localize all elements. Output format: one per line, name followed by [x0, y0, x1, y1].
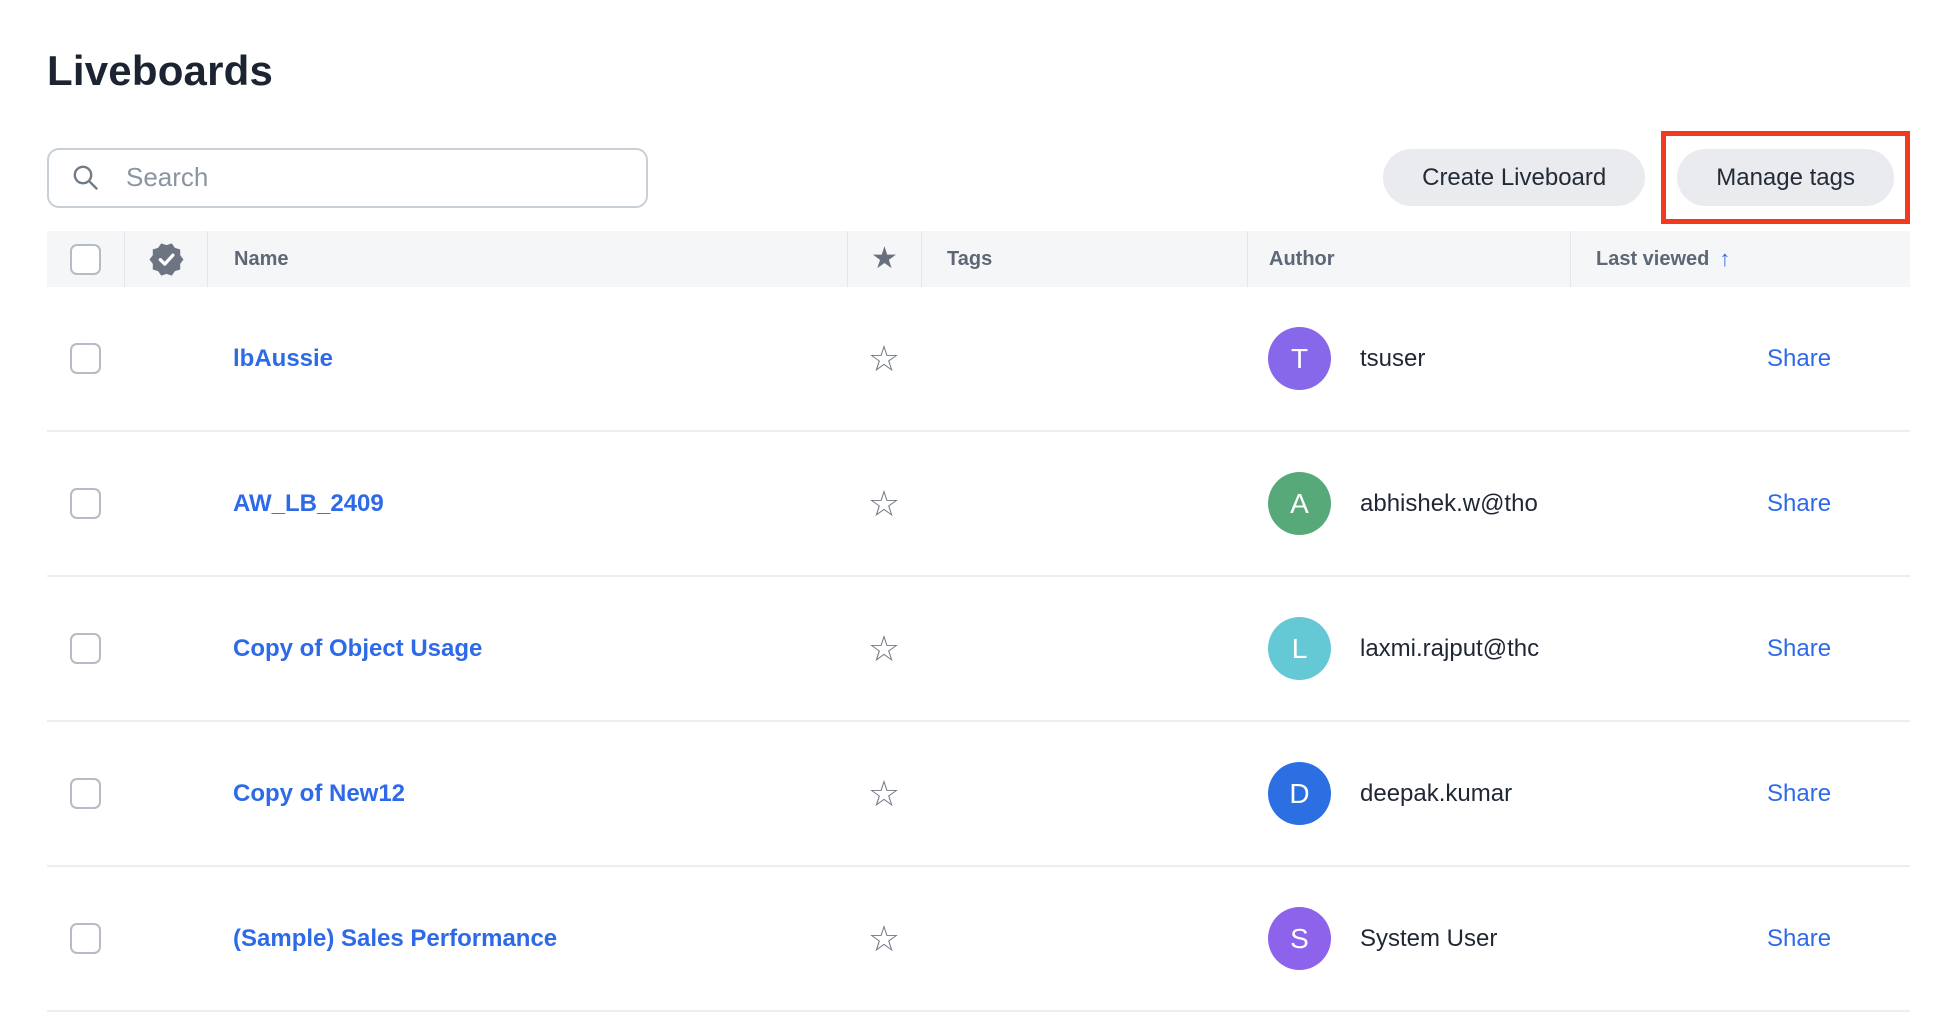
author-avatar: T: [1268, 327, 1331, 390]
row-author-cell: D deepak.kumar: [1247, 762, 1570, 825]
row-name-cell: (Sample) Sales Performance: [207, 925, 847, 953]
author-avatar: D: [1268, 762, 1331, 825]
row-favorite-cell: ☆: [847, 917, 921, 959]
row-last-viewed-cell: Share: [1570, 345, 1910, 373]
row-checkbox[interactable]: [70, 633, 101, 664]
liveboard-name-link[interactable]: AW_LB_2409: [233, 489, 384, 517]
row-last-viewed-cell: Share: [1570, 635, 1910, 663]
favorite-star-icon[interactable]: ☆: [867, 627, 901, 669]
row-name-cell: Copy of New12: [207, 780, 847, 808]
header-name-label: Name: [234, 247, 289, 270]
favorite-star-icon[interactable]: ☆: [867, 337, 901, 379]
toolbar: Create Liveboard Manage tags: [47, 131, 1910, 224]
select-all-checkbox[interactable]: [70, 243, 101, 275]
share-link[interactable]: Share: [1767, 924, 1832, 952]
author-avatar: S: [1268, 907, 1331, 970]
share-link[interactable]: Share: [1767, 779, 1832, 807]
row-name-cell: AW_LB_2409: [207, 490, 847, 518]
header-verified-cell: [124, 231, 207, 287]
row-checkbox[interactable]: [70, 923, 101, 954]
create-liveboard-button[interactable]: Create Liveboard: [1383, 149, 1646, 206]
table-row: lbAussie ☆ T tsuser Share: [47, 287, 1910, 432]
author-name: tsuser: [1360, 344, 1426, 372]
author-avatar: A: [1268, 472, 1331, 535]
row-last-viewed-cell: Share: [1570, 780, 1910, 808]
row-checkbox-cell: [47, 778, 124, 809]
table-row: Copy of Object Usage ☆ L laxmi.rajput@th…: [47, 577, 1910, 722]
share-link[interactable]: Share: [1767, 634, 1832, 662]
share-link[interactable]: Share: [1767, 489, 1832, 517]
row-checkbox[interactable]: [70, 343, 101, 374]
favorite-star-icon[interactable]: ☆: [867, 772, 901, 814]
search-input[interactable]: [126, 162, 626, 193]
favorite-column-icon: ★: [871, 242, 898, 275]
page-title: Liveboards: [47, 47, 274, 94]
favorite-star-icon[interactable]: ☆: [867, 917, 901, 959]
row-checkbox[interactable]: [70, 488, 101, 519]
row-checkbox-cell: [47, 923, 124, 954]
sort-ascending-icon: ↑: [1719, 246, 1731, 271]
author-name: abhishek.w@tho: [1360, 489, 1538, 517]
header-select-all-cell: [47, 231, 124, 287]
liveboards-table: Name ★ Tags Author Last viewed ↑ lbAussi…: [47, 231, 1910, 1012]
verified-badge-icon: [149, 242, 184, 277]
row-favorite-cell: ☆: [847, 482, 921, 524]
search-box[interactable]: [47, 147, 648, 208]
table-row: (Sample) Sales Performance ☆ S System Us…: [47, 867, 1910, 1012]
header-tags-label: Tags: [947, 247, 993, 270]
header-author-label: Author: [1269, 247, 1335, 270]
header-favorite-column: ★: [847, 231, 921, 287]
row-last-viewed-cell: Share: [1570, 925, 1910, 953]
table-row: Copy of New12 ☆ D deepak.kumar Share: [47, 722, 1910, 867]
liveboard-name-link[interactable]: lbAussie: [233, 344, 334, 372]
table-body: lbAussie ☆ T tsuser Share AW_LB_2409 ☆: [47, 287, 1910, 1012]
share-link[interactable]: Share: [1767, 344, 1832, 372]
author-name: System User: [1360, 924, 1498, 952]
row-author-cell: S System User: [1247, 907, 1570, 970]
liveboard-name-link[interactable]: Copy of Object Usage: [233, 634, 483, 662]
row-last-viewed-cell: Share: [1570, 490, 1910, 518]
author-avatar: L: [1268, 617, 1331, 680]
row-checkbox-cell: [47, 488, 124, 519]
liveboard-name-link[interactable]: Copy of New12: [233, 779, 406, 807]
row-favorite-cell: ☆: [847, 772, 921, 814]
annotation-highlight-box: Manage tags: [1661, 131, 1910, 224]
row-favorite-cell: ☆: [847, 627, 921, 669]
favorite-star-icon[interactable]: ☆: [867, 482, 901, 524]
header-last-viewed-column[interactable]: Last viewed ↑: [1570, 231, 1910, 287]
table-header: Name ★ Tags Author Last viewed ↑: [47, 231, 1910, 287]
search-icon: [71, 163, 101, 193]
row-favorite-cell: ☆: [847, 337, 921, 379]
row-name-cell: lbAussie: [207, 345, 847, 373]
liveboard-name-link[interactable]: (Sample) Sales Performance: [233, 924, 558, 952]
row-checkbox-cell: [47, 633, 124, 664]
row-author-cell: T tsuser: [1247, 327, 1570, 390]
table-row: AW_LB_2409 ☆ A abhishek.w@tho Share: [47, 432, 1910, 577]
row-checkbox[interactable]: [70, 778, 101, 809]
header-name-column[interactable]: Name: [207, 231, 847, 287]
author-name: deepak.kumar: [1360, 779, 1513, 807]
row-name-cell: Copy of Object Usage: [207, 635, 847, 663]
row-author-cell: A abhishek.w@tho: [1247, 472, 1570, 535]
manage-tags-button[interactable]: Manage tags: [1677, 149, 1894, 206]
header-tags-column[interactable]: Tags: [921, 231, 1247, 287]
row-author-cell: L laxmi.rajput@thc: [1247, 617, 1570, 680]
row-checkbox-cell: [47, 343, 124, 374]
header-author-column[interactable]: Author: [1247, 231, 1570, 287]
header-last-viewed-label: Last viewed: [1596, 247, 1710, 270]
author-name: laxmi.rajput@thc: [1360, 634, 1540, 662]
